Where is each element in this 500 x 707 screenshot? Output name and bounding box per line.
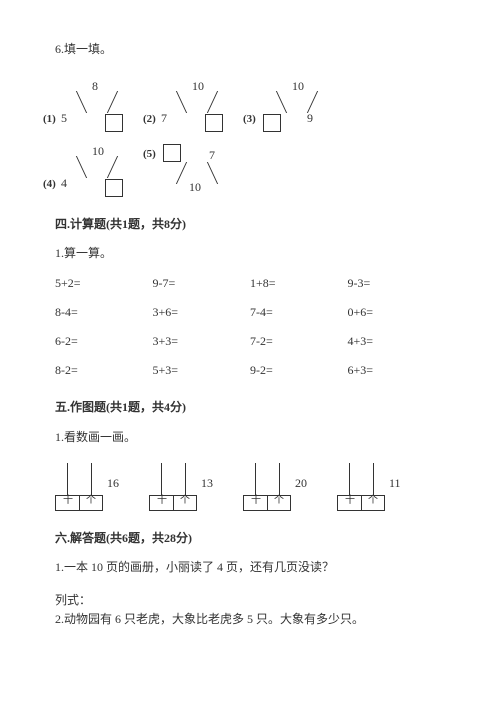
place-value-frame[interactable]: 十 个: [149, 461, 197, 511]
tens-label: 十: [157, 493, 167, 509]
calc-cell: 3+3=: [153, 332, 251, 351]
bond-label: (4): [43, 176, 56, 194]
ones-label: 个: [274, 493, 284, 509]
answer-box[interactable]: [263, 114, 281, 132]
equation-label: 列式：: [55, 591, 445, 610]
ones-label: 个: [368, 493, 378, 509]
answer-box[interactable]: [105, 179, 123, 197]
calc-cell: 7-2=: [250, 332, 348, 351]
tens-label: 十: [63, 493, 73, 509]
bond-4: (4) 10 4: [55, 142, 135, 197]
calc-subtitle: 1.算一算。: [55, 244, 445, 263]
calc-cell: 4+3=: [348, 332, 446, 351]
calc-cell: 9-2=: [250, 361, 348, 380]
word-problem-2: 2.动物园有 6 只老虎，大象比老虎多 5 只。大象有多少只。: [55, 610, 445, 629]
calc-cell: 9-3=: [348, 274, 446, 293]
q6-title: 6.填一填。: [55, 40, 445, 59]
section-4-title: 四.计算题(共1题，共8分): [55, 215, 445, 234]
section-5-title: 五.作图题(共1题，共4分): [55, 398, 445, 417]
calc-cell: 1+8=: [250, 274, 348, 293]
bonds-row-2: (4) 10 4 (5) 10 7: [55, 142, 445, 197]
place-value-item: 十 个 20: [243, 461, 307, 511]
place-value-number: 16: [107, 474, 119, 511]
draw-subtitle: 1.看数画一画。: [55, 428, 445, 447]
place-value-item: 十 个 13: [149, 461, 213, 511]
calc-cell: 9-7=: [153, 274, 251, 293]
bond-right: 7: [209, 146, 215, 165]
place-value-number: 11: [389, 474, 401, 511]
bond-1: (1) 8 5: [55, 77, 135, 132]
word-problem-1: 1.一本 10 页的画册，小丽读了 4 页，还有几页没读？: [55, 558, 445, 577]
place-value-item: 十 个 16: [55, 461, 119, 511]
place-value-frame[interactable]: 十 个: [337, 461, 385, 511]
bonds-row-1: (1) 8 5 (2) 10 7 (3) 10 9: [55, 77, 445, 132]
place-value-number: 20: [295, 474, 307, 511]
calc-cell: 8-4=: [55, 303, 153, 322]
place-value-row: 十 个 16 十 个 13 十 个 20 十 个 11: [55, 461, 445, 511]
bond-label: (3): [243, 111, 256, 129]
section-6-title: 六.解答题(共6题，共28分): [55, 529, 445, 548]
tens-label: 十: [345, 493, 355, 509]
calc-cell: 8-2=: [55, 361, 153, 380]
answer-box[interactable]: [163, 144, 181, 162]
bond-label: (2): [143, 111, 156, 129]
place-value-item: 十 个 11: [337, 461, 401, 511]
bond-label: (5): [143, 146, 156, 164]
bond-label: (1): [43, 111, 56, 129]
ones-label: 个: [180, 493, 190, 509]
bond-left: 4: [61, 174, 67, 193]
calc-cell: 3+6=: [153, 303, 251, 322]
calc-cell: 5+2=: [55, 274, 153, 293]
bond-2: (2) 10 7: [155, 77, 235, 132]
answer-box[interactable]: [105, 114, 123, 132]
calc-cell: 6+3=: [348, 361, 446, 380]
answer-box[interactable]: [205, 114, 223, 132]
place-value-number: 13: [201, 474, 213, 511]
calc-cell: 5+3=: [153, 361, 251, 380]
calc-cell: 0+6=: [348, 303, 446, 322]
bond-3: (3) 10 9: [255, 77, 335, 132]
calc-cell: 6-2=: [55, 332, 153, 351]
calc-cell: 7-4=: [250, 303, 348, 322]
bond-left: 5: [61, 109, 67, 128]
place-value-frame[interactable]: 十 个: [55, 461, 103, 511]
calc-grid: 5+2= 9-7= 1+8= 9-3= 8-4= 3+6= 7-4= 0+6= …: [55, 274, 445, 381]
bond-left: 7: [161, 109, 167, 128]
tens-label: 十: [251, 493, 261, 509]
place-value-frame[interactable]: 十 个: [243, 461, 291, 511]
ones-label: 个: [86, 493, 96, 509]
bond-5: (5) 10 7: [155, 142, 235, 197]
